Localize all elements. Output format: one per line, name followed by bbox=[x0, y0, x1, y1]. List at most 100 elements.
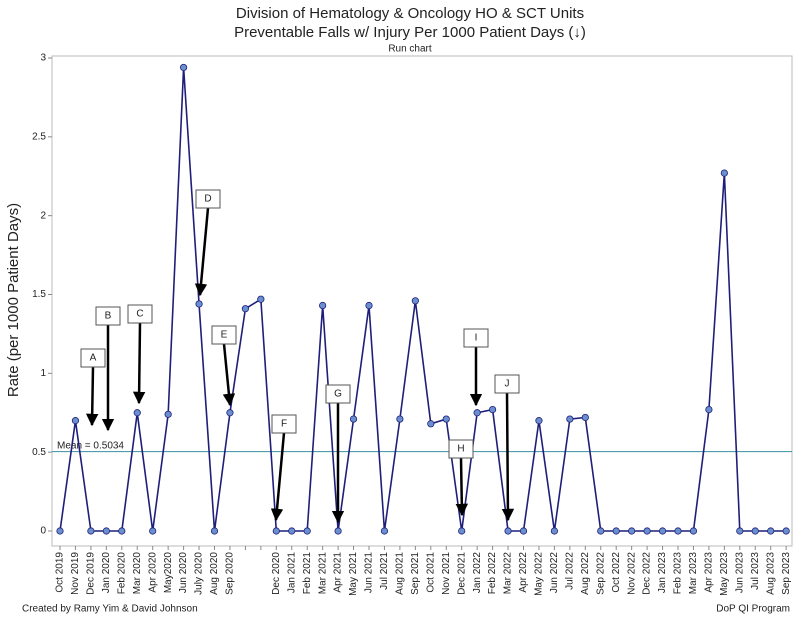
y-tick-label: 1.5 bbox=[32, 289, 46, 300]
x-tick-label: Mar 2021 bbox=[317, 552, 328, 595]
footer-right: DoP QI Program bbox=[716, 604, 790, 615]
x-tick-label: Jan 2020 bbox=[101, 552, 112, 594]
point bbox=[380, 527, 389, 535]
point bbox=[612, 527, 620, 535]
x-tick-label: May 2022 bbox=[534, 552, 545, 596]
plot-frame bbox=[51, 55, 793, 547]
annotation-box bbox=[127, 304, 153, 324]
x-tick-label: Nov 2022 bbox=[626, 552, 637, 595]
point bbox=[705, 405, 713, 414]
footer-left: Created by Ramy Yim & David Johnson bbox=[22, 604, 198, 615]
x-tick-label: Dec 2022 bbox=[642, 552, 653, 595]
annotation-arrow bbox=[270, 432, 286, 522]
chart-kind: Run chart bbox=[388, 44, 432, 55]
point bbox=[427, 420, 435, 428]
point bbox=[736, 527, 744, 535]
x-tick-label: Mar 2023 bbox=[688, 552, 699, 595]
point bbox=[303, 527, 311, 535]
x-tick-label: Aug 2021 bbox=[395, 552, 406, 595]
x-tick-label: Feb 2022 bbox=[487, 552, 498, 595]
chart-title: Division of Hematology & Oncology HO & S… bbox=[236, 5, 584, 22]
point bbox=[442, 415, 450, 423]
annotation-label: I bbox=[475, 333, 478, 344]
point bbox=[535, 417, 543, 425]
point bbox=[658, 527, 667, 535]
point bbox=[411, 297, 419, 305]
annotation-box bbox=[271, 414, 297, 434]
annotation-box bbox=[325, 384, 351, 404]
point bbox=[751, 527, 759, 535]
point bbox=[689, 527, 698, 535]
x-tick-label: Jun 2021 bbox=[364, 552, 375, 594]
annotation-arrow bbox=[132, 322, 146, 405]
annotation-box bbox=[463, 328, 489, 348]
annotation-label: E bbox=[221, 330, 228, 341]
x-tick-label: Apr 2020 bbox=[147, 552, 158, 593]
mean-label: Mean = 0.5034 bbox=[57, 440, 124, 451]
point bbox=[349, 415, 358, 423]
x-tick-label: Jun 2023 bbox=[734, 552, 745, 594]
x-tick-label: Jan 2022 bbox=[472, 552, 483, 594]
point bbox=[164, 410, 172, 418]
point bbox=[319, 301, 327, 310]
point bbox=[458, 527, 466, 535]
point bbox=[149, 527, 157, 535]
point bbox=[87, 527, 95, 535]
x-tick-label: Apr 2022 bbox=[518, 552, 529, 593]
point bbox=[210, 527, 219, 535]
annotation-arrow bbox=[85, 366, 99, 427]
annotation-label: D bbox=[204, 194, 211, 205]
annotation-arrow bbox=[455, 457, 469, 517]
x-tick-label: Dec 2020 bbox=[271, 552, 282, 595]
annotation-arrow bbox=[501, 392, 515, 522]
point bbox=[241, 305, 249, 313]
x-tick-label: Jul 2021 bbox=[379, 552, 390, 590]
point bbox=[180, 63, 188, 72]
point bbox=[504, 527, 512, 535]
x-tick-label: Jul 2023 bbox=[750, 552, 761, 590]
point bbox=[782, 527, 790, 535]
x-tick-label: Aug 2023 bbox=[765, 552, 776, 595]
x-tick-label: Nov 2021 bbox=[441, 552, 452, 595]
y-tick-label: 1 bbox=[40, 368, 46, 379]
x-tick-label: Oct 2019 bbox=[55, 552, 66, 593]
annotation-label: A bbox=[90, 353, 97, 364]
x-tick-label: Sep 2022 bbox=[595, 552, 606, 595]
x-tick-label: Aug 2020 bbox=[209, 552, 220, 595]
y-tick-label: 0.5 bbox=[32, 447, 46, 458]
x-tick-label: Feb 2021 bbox=[302, 552, 313, 595]
point bbox=[334, 527, 342, 535]
x-tick-label: May2020 bbox=[163, 552, 174, 594]
x-tick-label: Mar 2020 bbox=[132, 552, 143, 595]
annotation-label: H bbox=[457, 444, 464, 455]
x-tick-label: May 2023 bbox=[719, 552, 730, 596]
annotation-box bbox=[195, 189, 221, 209]
point bbox=[628, 527, 636, 535]
point bbox=[118, 527, 126, 535]
point bbox=[597, 527, 605, 535]
x-tick-label: Oct 2021 bbox=[425, 552, 436, 593]
x-tick-label: Sep 2023 bbox=[781, 552, 792, 595]
x-tick-label: Aug 2022 bbox=[580, 552, 591, 595]
x-tick-label: Jun 2020 bbox=[178, 552, 189, 594]
x-tick-label: Jan 2021 bbox=[286, 552, 297, 594]
point bbox=[473, 409, 481, 417]
annotation-label: C bbox=[136, 309, 143, 320]
x-tick-label: Nov 2019 bbox=[70, 552, 81, 595]
point bbox=[643, 527, 651, 535]
point bbox=[767, 527, 775, 535]
point bbox=[396, 415, 404, 423]
y-tick-label: 2.5 bbox=[32, 131, 46, 142]
point bbox=[102, 527, 110, 535]
point bbox=[365, 301, 373, 310]
point bbox=[71, 417, 80, 425]
point bbox=[674, 527, 682, 535]
x-tick-label: Oct 2022 bbox=[611, 552, 622, 593]
x-tick-label: Jan 2023 bbox=[657, 552, 668, 594]
x-tick-label: Sep 2020 bbox=[225, 552, 236, 595]
x-tick-label: Jun 2022 bbox=[549, 552, 560, 594]
point bbox=[550, 527, 559, 535]
annotation-label: G bbox=[334, 389, 342, 400]
point bbox=[519, 527, 528, 535]
